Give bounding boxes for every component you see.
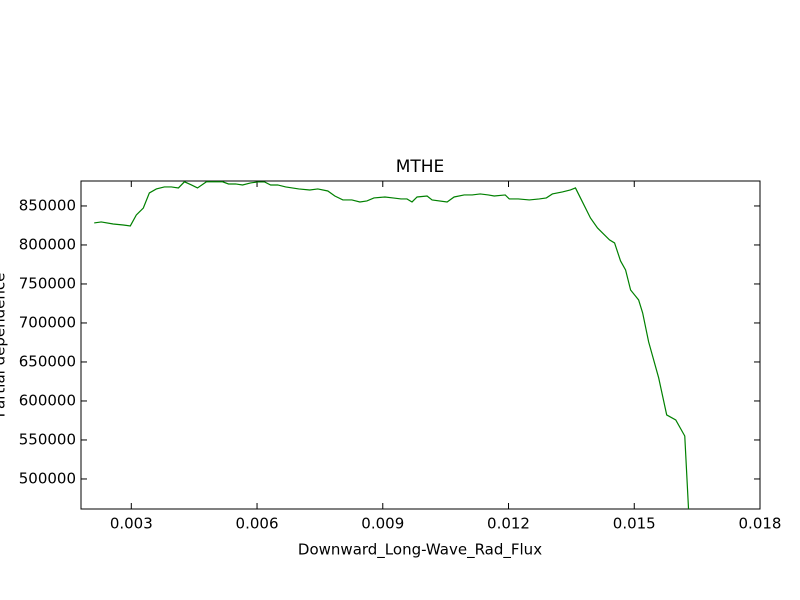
y-tick-label: 800000 (19, 235, 76, 253)
x-tick-label: 0.009 (361, 515, 404, 533)
x-tick-label: 0.012 (487, 515, 530, 533)
data-line (94, 181, 690, 509)
x-tick-label: 0.006 (236, 515, 279, 533)
y-tick-label: 600000 (19, 391, 76, 409)
plot-frame (80, 180, 761, 510)
y-axis-label: Partial dependence (0, 273, 9, 418)
y-tick-label: 650000 (19, 352, 76, 370)
y-tick-label: 850000 (19, 196, 76, 214)
x-tick-label: 0.003 (110, 515, 153, 533)
y-tick-label: 500000 (19, 469, 76, 487)
x-tick-label: 0.015 (613, 515, 656, 533)
x-tick-label: 0.018 (739, 515, 782, 533)
y-tick-label: 550000 (19, 430, 76, 448)
y-tick-label: 750000 (19, 274, 76, 292)
y-tick-label: 700000 (19, 313, 76, 331)
x-axis-label: Downward_Long-Wave_Rad_Flux (298, 541, 542, 560)
chart-title: MTHE (396, 157, 445, 177)
